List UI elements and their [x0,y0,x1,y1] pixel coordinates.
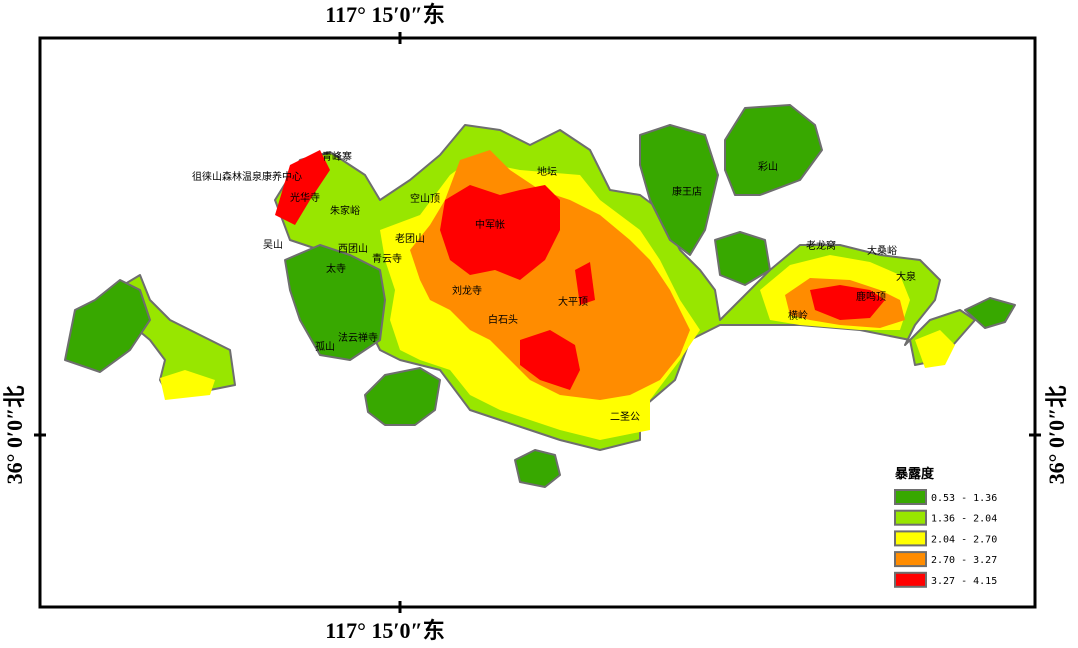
legend-swatch [894,571,927,588]
legend-label: 3.27 - 4.15 [931,576,997,587]
legend-swatch [894,530,927,547]
legend-label: 0.53 - 1.36 [931,493,997,504]
legend-swatch [894,489,927,505]
region [714,231,771,286]
region [160,370,215,400]
region [639,124,719,256]
place-label: 大平顶 [558,295,588,308]
place-label: 老团山 [395,232,425,245]
coord-label: 117° 15′0″东 [325,2,444,27]
place-label: 徂徕山森林温泉康养中心 [192,170,302,183]
place-label: 吴山 [263,239,283,251]
place-label: 二圣公 [610,411,640,423]
place-label: 地坛 [537,165,557,178]
place-label: 青云寺 [372,252,402,265]
place-label: 刘龙寺 [452,284,482,297]
region [915,330,955,368]
place-label: 青峰寨 [322,150,352,163]
place-label: 大桑峪 [867,244,897,257]
map-frame [38,36,1037,609]
place-label: 孤山 [315,341,335,353]
region [364,367,441,426]
place-label: 白石头 [488,313,518,326]
legend-label: 2.04 - 2.70 [931,534,997,545]
place-label: 朱家峪 [330,204,360,217]
region [514,449,561,488]
region [964,297,1016,329]
legend-label: 1.36 - 2.04 [931,514,997,525]
place-label: 鹿鸣顶 [856,290,886,303]
region [275,150,330,225]
coord-label: 117° 15′0″东 [325,618,444,643]
land [64,104,1016,488]
region [64,279,151,373]
region [284,244,386,361]
legend-label: 2.70 - 3.27 [931,555,997,566]
place-label: 空山顶 [410,192,440,205]
region [440,185,560,280]
region [810,285,885,320]
place-label: 老龙窝 [806,239,836,252]
place-label: 彩山 [758,161,778,173]
place-label: 太寺 [326,262,346,275]
region [724,104,823,196]
region [520,330,580,390]
place-label: 中军帐 [475,218,505,231]
place-label: 西团山 [338,243,368,255]
coord-label: 36° 0′0″北 [2,386,27,485]
place-label: 康王店 [672,185,702,198]
place-label: 光华寺 [290,191,320,204]
legend-swatch [894,509,927,526]
region [575,262,595,305]
legend-swatch [894,551,927,568]
place-label: 法云禅寺 [338,331,378,344]
place-label: 横岭 [788,309,808,322]
coord-label: 36° 0′0″北 [1044,386,1069,485]
legend-title: 暴露度 [894,466,935,482]
legend: 暴露度 0.53 - 1.36 1.36 - 2.04 2.04 - 2.70 2.7… [894,466,997,588]
place-label: 大泉 [896,270,916,283]
